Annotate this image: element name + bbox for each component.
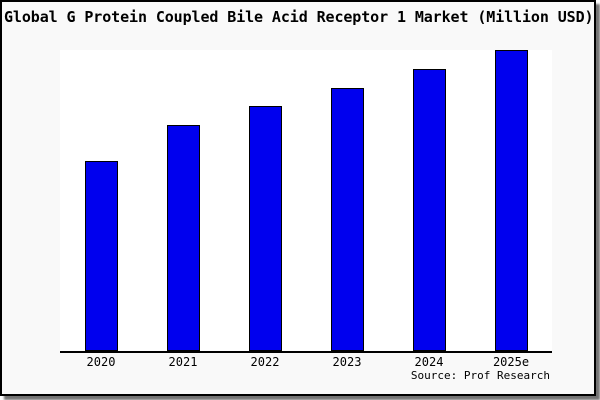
- bar-2023: [330, 87, 364, 351]
- bar-2024: [412, 68, 446, 351]
- chart-title: Global G Protein Coupled Bile Acid Recep…: [4, 8, 594, 26]
- bar-2021: [166, 124, 200, 351]
- x-axis-label: 2021: [168, 355, 198, 369]
- bar-2025e: [494, 50, 528, 351]
- x-axis-labels: 2020 2021 2022 2023 2024 2025e: [60, 355, 552, 369]
- bar-2020: [84, 161, 118, 351]
- x-axis-label: 2025e: [492, 355, 530, 369]
- x-axis-label: 2020: [86, 355, 116, 369]
- x-axis-label: 2024: [414, 355, 444, 369]
- bar-2022: [248, 106, 282, 351]
- x-axis-label: 2022: [250, 355, 280, 369]
- x-axis-label: 2023: [332, 355, 362, 369]
- source-credit: Source: Prof Research: [410, 369, 550, 382]
- plot-area: [60, 50, 552, 353]
